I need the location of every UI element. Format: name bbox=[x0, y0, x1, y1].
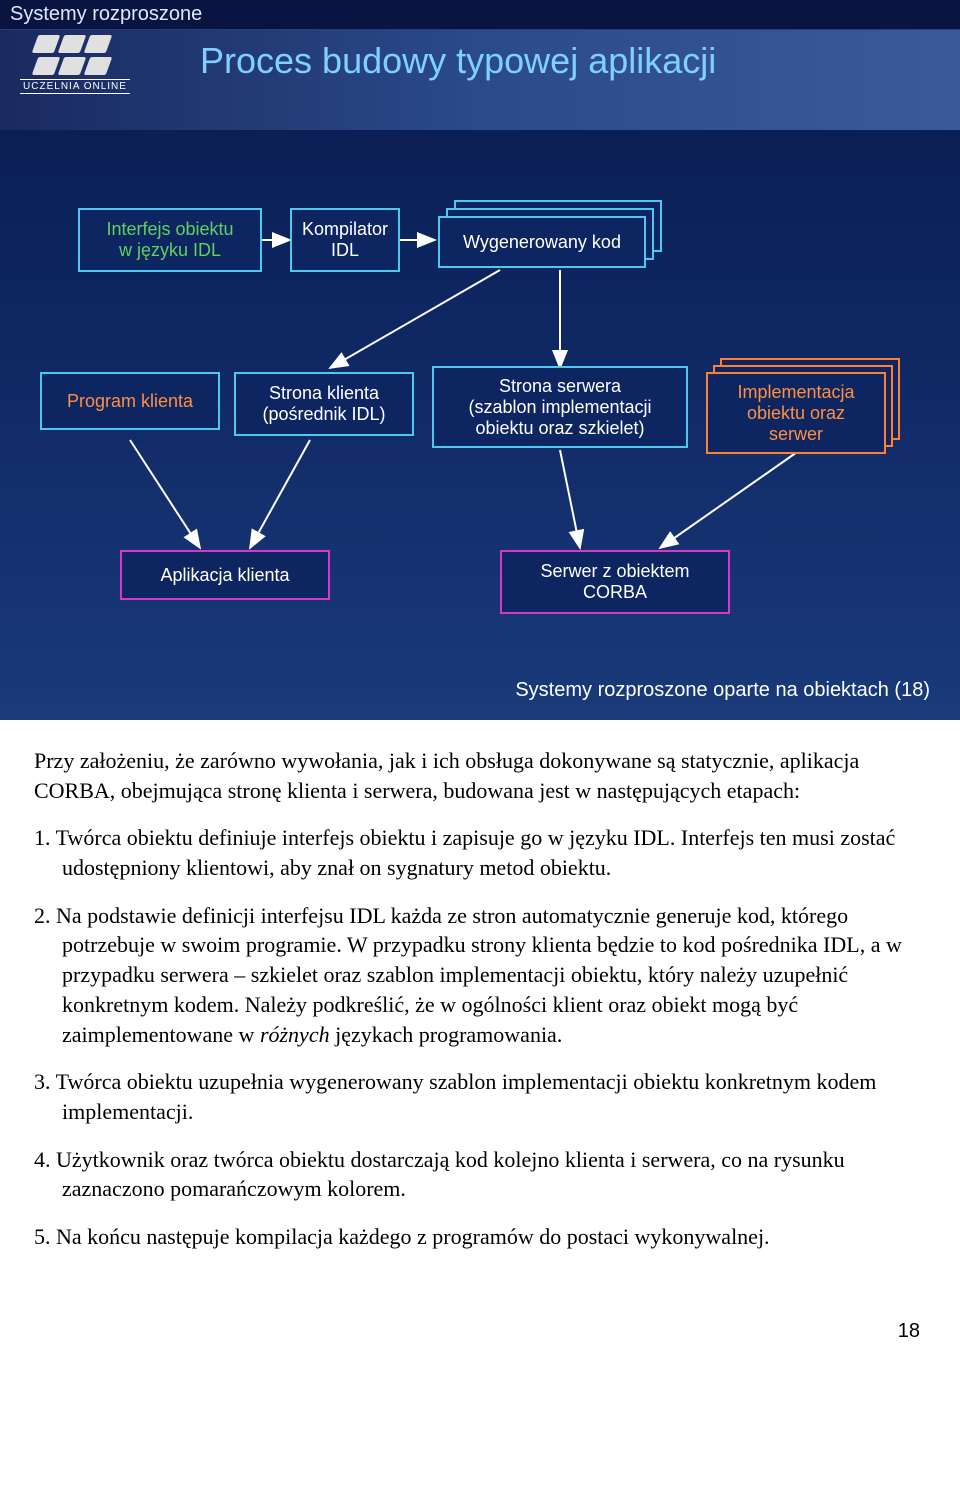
doc-intro: Przy założeniu, że zarówno wywołania, ja… bbox=[34, 746, 922, 805]
logo-label: UCZELNIA ONLINE bbox=[20, 79, 130, 94]
node-impl-front: Implementacjaobiektu orazserwer bbox=[706, 372, 886, 454]
doc-item-3: 3. Twórca obiektu uzupełnia wygenerowany… bbox=[34, 1067, 922, 1126]
slide-header: Systemy rozproszone bbox=[0, 0, 960, 30]
node-client-stub: Strona klienta(pośrednik IDL) bbox=[234, 372, 414, 436]
slide-title: Proces budowy typowej aplikacji bbox=[200, 40, 716, 82]
doc-list: 1. Twórca obiektu definiuje interfejs ob… bbox=[34, 823, 922, 1251]
node-client-app: Aplikacja klienta bbox=[120, 550, 330, 600]
diagram: Interfejs obiektuw języku IDL Kompilator… bbox=[0, 150, 960, 720]
node-idl-interface: Interfejs obiektuw języku IDL bbox=[78, 208, 262, 272]
node-idl-compiler: KompilatorIDL bbox=[290, 208, 400, 272]
node-server-corba: Serwer z obiektemCORBA bbox=[500, 550, 730, 614]
doc-item-4: 4. Użytkownik oraz twórca obiektu dostar… bbox=[34, 1145, 922, 1204]
slide-footer: Systemy rozproszone oparte na obiektach … bbox=[515, 679, 930, 702]
node-gen-code: Wygenerowany kod bbox=[438, 200, 662, 270]
node-client-prog: Program klienta bbox=[40, 372, 220, 430]
doc-item-5: 5. Na końcu następuje kompilacja każdego… bbox=[34, 1222, 922, 1252]
node-impl: Implementacjaobiektu orazserwer bbox=[706, 358, 906, 454]
node-gen-code-front: Wygenerowany kod bbox=[438, 216, 646, 268]
page-number: 18 bbox=[0, 1310, 960, 1363]
doc-item-2: 2. Na podstawie definicji interfejsu IDL… bbox=[34, 901, 922, 1049]
logo-icon bbox=[35, 35, 115, 75]
logo: UCZELNIA ONLINE bbox=[20, 35, 130, 94]
node-server-skel: Strona serwera(szablon implementacjiobie… bbox=[432, 366, 688, 448]
doc-item-1: 1. Twórca obiektu definiuje interfejs ob… bbox=[34, 823, 922, 882]
slide: Systemy rozproszone UCZELNIA ONLINE Proc… bbox=[0, 0, 960, 720]
document-body: Przy założeniu, że zarówno wywołania, ja… bbox=[0, 720, 960, 1310]
